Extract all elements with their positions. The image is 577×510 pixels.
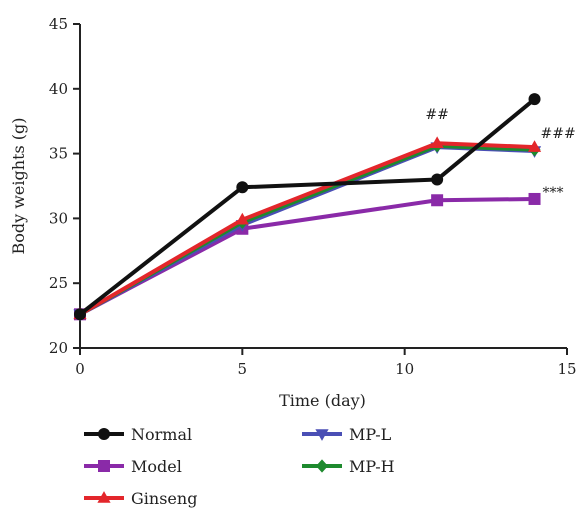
y-tick-label: 45 — [49, 15, 68, 33]
series-line-model — [79, 196, 535, 317]
legend-label: Model — [131, 457, 182, 476]
significance-annotation: *** — [543, 185, 564, 201]
legend-swatch-marker — [98, 428, 110, 440]
data-point-model — [528, 192, 541, 205]
x-tick-label: 15 — [557, 360, 576, 378]
series-layer — [73, 93, 542, 322]
data-point-normal — [74, 308, 86, 321]
x-axis-label: Time (day) — [279, 391, 366, 410]
legend-label: Normal — [131, 425, 192, 444]
series-ginseng — [73, 136, 542, 320]
annotation-layer: #####*** — [425, 107, 575, 201]
legend-swatch-marker — [316, 459, 328, 473]
legend-label: MP-H — [349, 457, 395, 476]
data-point-ginseng — [235, 212, 249, 225]
x-tick-label: 0 — [75, 360, 85, 378]
y-tick-label: 30 — [49, 209, 68, 227]
series-mp-l — [73, 142, 542, 322]
legend-item-model: Model — [84, 457, 182, 476]
legend-swatch-marker — [98, 460, 110, 472]
data-point-ginseng — [527, 140, 542, 152]
significance-annotation: ### — [541, 126, 576, 142]
legend-label: Ginseng — [131, 489, 197, 508]
x-tick-label: 10 — [395, 360, 414, 378]
series-normal — [74, 93, 541, 321]
data-point-normal — [236, 181, 249, 194]
data-point-ginseng — [430, 136, 444, 149]
series-line-mp-h — [79, 143, 535, 317]
axes: 20 25 30 35 40 45 0 5 10 15 Time (day) Body weights… — [9, 15, 577, 410]
legend-item-ginseng: Ginseng — [84, 489, 197, 508]
data-point-normal — [528, 93, 541, 106]
series-line-ginseng — [78, 141, 535, 317]
series-line-mp-l — [79, 145, 535, 317]
data-point-normal — [431, 173, 444, 186]
y-tick-label: 20 — [49, 339, 68, 357]
legend-item-mp-h: MP-H — [302, 457, 395, 476]
y-tick-label: 25 — [49, 274, 68, 292]
series-line-normal — [78, 97, 536, 316]
legend-swatch-marker — [315, 429, 329, 441]
x-tick-label: 5 — [238, 360, 248, 378]
significance-annotation: ## — [425, 107, 448, 123]
legend-label: MP-L — [349, 425, 392, 444]
data-point-model — [431, 194, 444, 207]
series-model — [74, 192, 541, 321]
y-axis-label: Body weights (g) — [9, 117, 28, 254]
legend-item-mp-l: MP-L — [302, 425, 392, 444]
legend: Normal Model Ginseng MP-L MP-H — [84, 425, 395, 508]
legend-swatch-marker — [97, 491, 111, 503]
y-tick-label: 40 — [49, 80, 68, 98]
series-mp-h — [74, 139, 541, 321]
legend-item-normal: Normal — [84, 425, 192, 444]
y-tick-label: 35 — [49, 145, 68, 163]
